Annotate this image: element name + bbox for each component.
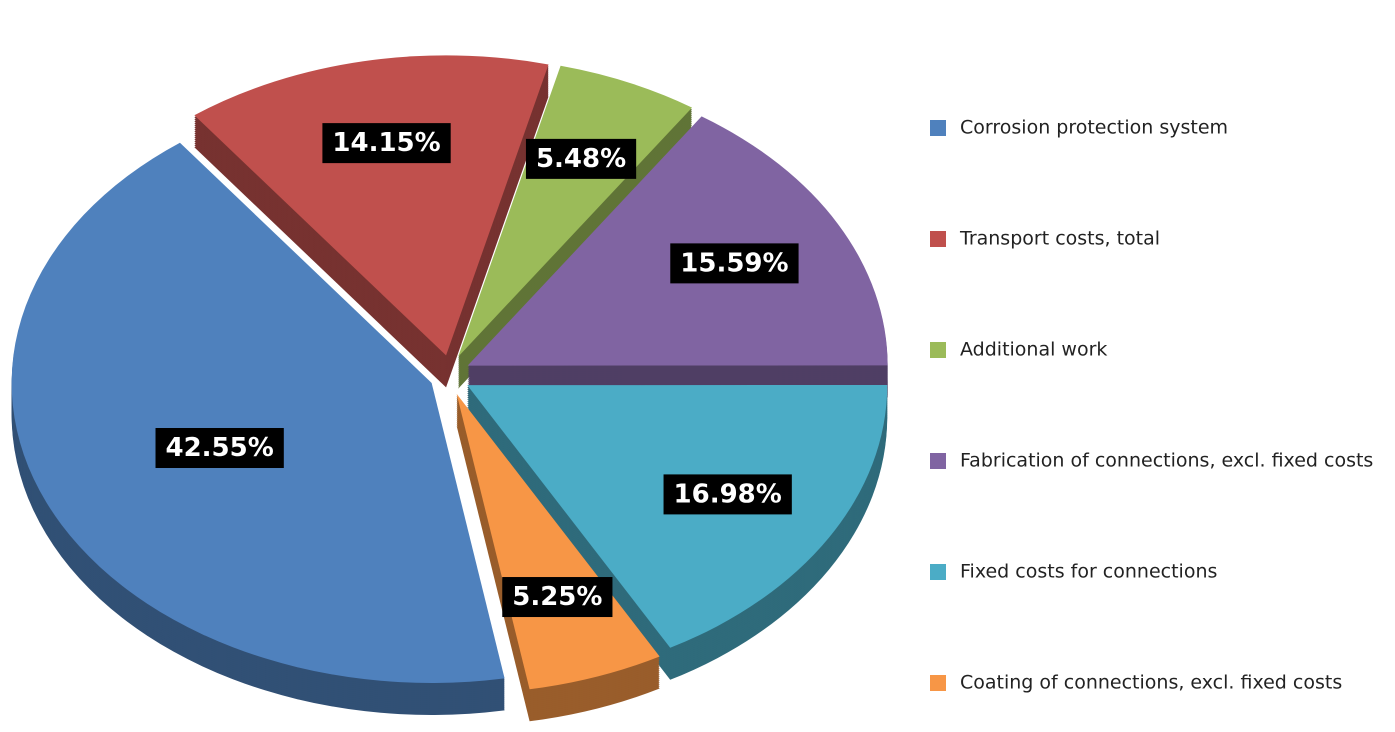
legend-label: Coating of connections, excl. fixed cost… bbox=[960, 672, 1342, 694]
data-label-box bbox=[155, 428, 284, 469]
legend-swatch bbox=[930, 453, 946, 469]
data-label-box bbox=[502, 577, 613, 618]
data-label: 15.59% bbox=[670, 243, 799, 284]
legend-swatch bbox=[930, 675, 946, 691]
data-label-text: 16.98% bbox=[674, 479, 782, 509]
data-label: 5.48% bbox=[525, 138, 637, 179]
legend-swatch bbox=[930, 120, 946, 136]
data-label: 14.15% bbox=[322, 123, 451, 164]
data-label-text: 5.25% bbox=[512, 582, 602, 612]
slice bbox=[467, 116, 888, 366]
legend-label: Additional work bbox=[960, 339, 1107, 361]
data-label-text: 14.15% bbox=[332, 128, 440, 158]
legend-label: Transport costs, total bbox=[959, 228, 1160, 250]
legend-label: Corrosion protection system bbox=[960, 117, 1228, 139]
data-label: 42.55% bbox=[155, 428, 284, 469]
data-label-box bbox=[663, 474, 792, 515]
data-label: 5.25% bbox=[502, 577, 613, 618]
data-label-text: 15.59% bbox=[680, 248, 788, 278]
legend-label: Fabrication of connections, excl. fixed … bbox=[960, 450, 1373, 472]
data-label-text: 5.48% bbox=[536, 144, 626, 174]
legend-swatch bbox=[930, 564, 946, 580]
data-label-box bbox=[525, 138, 637, 179]
slice bbox=[467, 385, 888, 648]
data-label-box bbox=[322, 123, 451, 164]
slice bbox=[194, 55, 549, 356]
data-label-box bbox=[670, 243, 799, 284]
legend-swatch bbox=[930, 342, 946, 358]
slice bbox=[11, 142, 505, 683]
data-label: 16.98% bbox=[663, 474, 792, 515]
legend-swatch bbox=[930, 231, 946, 247]
data-label-text: 42.55% bbox=[166, 433, 274, 463]
slice bbox=[458, 65, 693, 357]
legend-label: Fixed costs for connections bbox=[960, 561, 1217, 583]
